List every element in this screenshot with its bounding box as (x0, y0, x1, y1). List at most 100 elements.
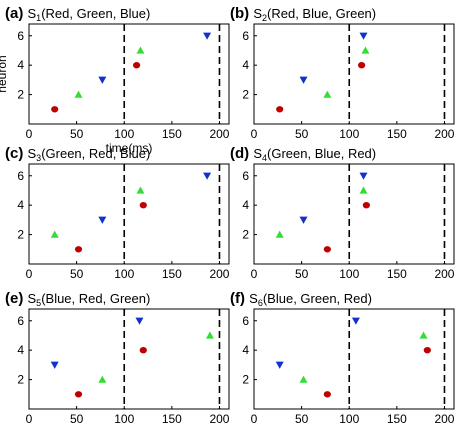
y-tick-label: 6 (17, 29, 24, 43)
title-suffix: (Blue, Red, Green) (41, 291, 150, 306)
panel-title: (d) S4(Green, Blue, Red) (230, 145, 376, 163)
y-tick-label: 6 (17, 169, 24, 183)
x-tick-label: 50 (295, 412, 309, 426)
y-tick-label: 2 (17, 373, 24, 387)
panel-label: (e) (5, 290, 28, 307)
red-spike-marker (133, 61, 141, 69)
panel-label: (c) (5, 145, 28, 162)
title-subscript: 4 (262, 153, 267, 163)
y-tick-label: 2 (17, 228, 24, 242)
x-tick-label: 150 (162, 267, 182, 281)
y-tick-label: 2 (242, 228, 249, 242)
red-spike-marker (358, 61, 366, 69)
panel-c: (c) S3(Green, Red, Blue) 0 50 100 150 200 2 4 6 (5, 145, 230, 281)
x-tick-label: 0 (26, 412, 33, 426)
y-axis-label: neuron (0, 55, 9, 92)
x-tick-label: 150 (387, 127, 407, 141)
y-tick-label: 4 (17, 343, 24, 357)
x-tick-label: 0 (251, 267, 258, 281)
green-spike-marker (323, 90, 332, 98)
blue-spike-marker (359, 32, 368, 40)
red-spike-marker (139, 346, 147, 354)
green-spike-marker (419, 331, 428, 339)
x-tick-label: 0 (26, 127, 33, 141)
x-tick-label: 50 (295, 127, 309, 141)
x-tick-label: 200 (209, 127, 229, 141)
panel-title: (f) S6(Blue, Green, Red) (230, 290, 372, 308)
blue-spike-marker (135, 317, 144, 325)
x-tick-label: 100 (114, 412, 134, 426)
title-prefix: S (28, 146, 37, 161)
y-tick-label: 2 (242, 373, 249, 387)
blue-spike-marker (351, 317, 360, 325)
title-subscript: 1 (36, 13, 41, 23)
title-prefix: S (28, 6, 37, 21)
green-spike-marker (299, 375, 308, 383)
title-prefix: S (28, 291, 37, 306)
title-subscript: 6 (258, 298, 263, 308)
red-spike-marker (74, 391, 83, 398)
blue-spike-marker (98, 76, 107, 84)
red-spike-marker (139, 201, 147, 209)
red-spike-marker (323, 246, 331, 253)
panel-e: (e) S5(Blue, Red, Green) 0 50 100 150 200 2 4 6 (5, 290, 230, 426)
title-suffix: (Red, Green, Blue) (41, 6, 150, 21)
x-tick-label: 50 (295, 267, 309, 281)
title-subscript: 3 (36, 153, 41, 163)
blue-spike-marker (299, 76, 308, 84)
green-spike-marker (98, 375, 107, 383)
panel-title: (c) S3(Green, Red, Blue) (5, 145, 150, 163)
x-tick-label: 150 (162, 127, 182, 141)
title-suffix: (Blue, Green, Red) (263, 291, 372, 306)
red-spike-marker (74, 246, 83, 253)
title-suffix: (Green, Red, Blue) (41, 146, 150, 161)
green-spike-marker (74, 90, 83, 98)
blue-spike-marker (50, 361, 59, 369)
axes-frame (253, 23, 455, 125)
x-tick-label: 200 (434, 412, 454, 426)
y-tick-label: 4 (17, 58, 24, 72)
x-tick-label: 100 (114, 127, 134, 141)
y-tick-label: 4 (242, 343, 249, 357)
red-spike-marker (323, 391, 331, 398)
x-tick-label: 100 (339, 127, 359, 141)
panel-label: (a) (5, 5, 28, 22)
blue-spike-marker (275, 361, 284, 369)
y-tick-label: 2 (242, 88, 249, 102)
axes-frame (28, 308, 230, 410)
y-tick-label: 4 (17, 198, 24, 212)
x-tick-label: 50 (70, 127, 84, 141)
axes-frame (28, 163, 230, 265)
title-subscript: 5 (36, 298, 41, 308)
y-tick-label: 2 (17, 88, 24, 102)
blue-spike-marker (359, 172, 368, 180)
blue-spike-marker (299, 216, 308, 224)
x-tick-label: 0 (26, 267, 33, 281)
x-tick-label: 50 (70, 412, 84, 426)
x-tick-label: 200 (209, 412, 229, 426)
x-tick-label: 200 (434, 127, 454, 141)
axes-frame (253, 308, 455, 410)
y-tick-label: 6 (17, 314, 24, 328)
title-suffix: (Green, Blue, Red) (267, 146, 376, 161)
x-axis-label: time(ms) (106, 141, 153, 155)
red-spike-marker (51, 106, 59, 113)
x-tick-label: 200 (434, 267, 454, 281)
blue-spike-marker (98, 216, 107, 224)
y-tick-label: 6 (242, 169, 249, 183)
green-spike-marker (275, 230, 284, 238)
title-prefix: S (253, 6, 262, 21)
y-tick-label: 6 (242, 29, 249, 43)
panel-a: (a) S1(Red, Green, Blue) 0 50 100 150 200 2 4 6 t… (0, 5, 230, 155)
green-spike-marker (136, 46, 145, 54)
x-tick-label: 100 (339, 412, 359, 426)
panel-label: (f) (230, 290, 249, 307)
y-tick-label: 4 (242, 198, 249, 212)
x-tick-label: 50 (70, 267, 84, 281)
x-tick-label: 150 (387, 267, 407, 281)
axes-frame (253, 163, 455, 265)
panel-title: (a) S1(Red, Green, Blue) (5, 5, 150, 23)
